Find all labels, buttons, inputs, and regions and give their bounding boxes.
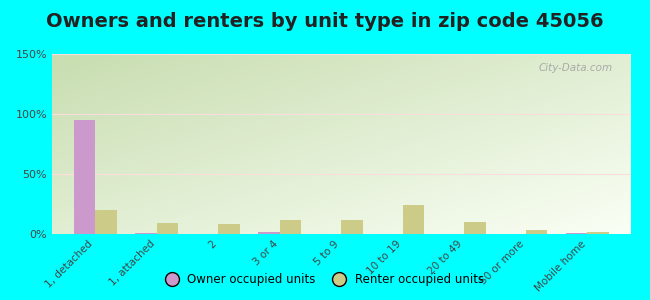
Legend: Owner occupied units, Renter occupied units: Owner occupied units, Renter occupied un… bbox=[161, 269, 489, 291]
Bar bbox=[95, 210, 116, 234]
Bar bbox=[280, 220, 301, 234]
Bar bbox=[73, 120, 95, 234]
Bar bbox=[464, 222, 486, 234]
Bar bbox=[566, 233, 588, 234]
Bar bbox=[526, 230, 547, 234]
Bar bbox=[218, 224, 240, 234]
Bar bbox=[403, 205, 424, 234]
Bar bbox=[135, 233, 157, 234]
Bar bbox=[157, 223, 178, 234]
Text: Owners and renters by unit type in zip code 45056: Owners and renters by unit type in zip c… bbox=[46, 12, 604, 31]
Bar bbox=[588, 232, 609, 234]
Bar bbox=[341, 220, 363, 234]
Bar bbox=[258, 232, 280, 234]
Text: City-Data.com: City-Data.com bbox=[539, 63, 613, 73]
